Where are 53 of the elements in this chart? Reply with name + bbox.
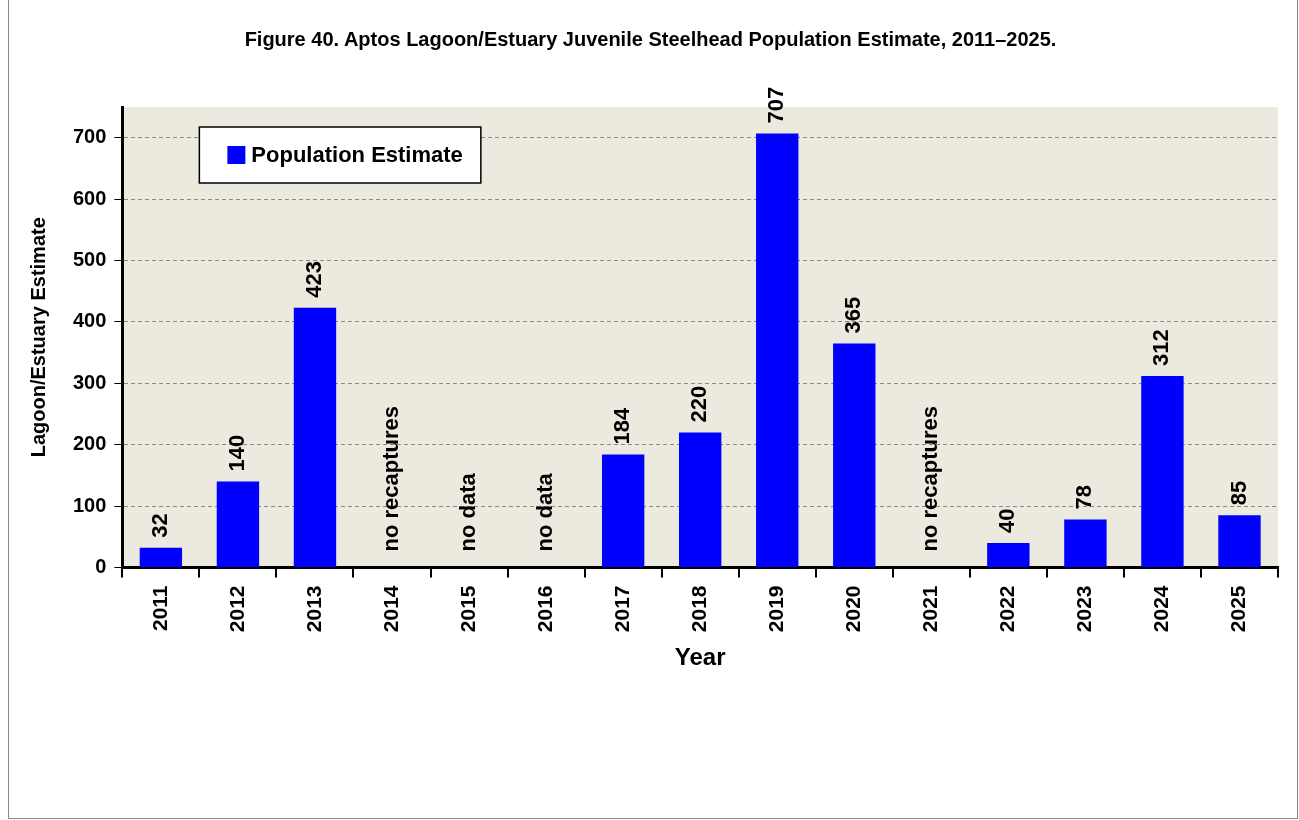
x-tick-label: 2020 <box>841 585 865 633</box>
data-label: 85 <box>1225 480 1251 506</box>
bar <box>1064 519 1107 567</box>
bar <box>601 454 645 567</box>
data-label: 140 <box>223 434 249 472</box>
data-label: 78 <box>1071 485 1097 510</box>
x-tick-label: 2021 <box>918 585 942 633</box>
text: no data <box>455 473 481 552</box>
x-tick-label: 2011 <box>147 585 171 632</box>
x-tick-label: 2017 <box>609 585 633 633</box>
data-label: 40 <box>994 508 1020 533</box>
bar <box>293 307 337 567</box>
x-tick-label: 2023 <box>1072 585 1096 633</box>
bar <box>216 481 260 567</box>
text: no recaptures <box>378 405 404 552</box>
text: no recaptures <box>917 405 943 552</box>
x-tick-label: 2012 <box>224 585 248 633</box>
bar <box>987 542 1030 567</box>
x-tick-label: 2025 <box>1226 585 1250 633</box>
x-tick-label: 2019 <box>764 585 788 633</box>
y-tick-label: 100 <box>72 493 107 516</box>
bar <box>139 547 183 567</box>
y-tick-label: 300 <box>72 370 107 393</box>
y-tick-label: 600 <box>72 186 107 209</box>
y-tick-label: 0 <box>95 555 107 577</box>
x-tick-label: 2014 <box>378 585 402 633</box>
legend-label: Population Estimate <box>251 142 463 168</box>
data-label: 312 <box>1148 329 1174 366</box>
x-axis-title: Year <box>674 643 726 671</box>
data-label: 220 <box>686 385 712 423</box>
x-tick-label: 2013 <box>301 585 325 633</box>
data-label: 423 <box>301 261 327 298</box>
x-tick-label: 2016 <box>532 585 556 633</box>
data-label: 707 <box>763 86 789 124</box>
x-tick-label: 2024 <box>1149 585 1173 633</box>
bar <box>679 432 722 567</box>
bar <box>833 343 876 567</box>
x-tick-label: 2022 <box>995 585 1019 633</box>
bar <box>1141 375 1184 567</box>
data-label: 184 <box>609 407 635 445</box>
y-tick-label: 200 <box>72 432 107 455</box>
chart-title: Figure 40. Aptos Lagoon/Estuary Juvenile Steelhead Population Estimate, 2011–2025. <box>244 27 1057 50</box>
y-tick-label: 700 <box>72 125 107 148</box>
x-tick-label: 2015 <box>455 585 479 633</box>
data-label: 365 <box>840 296 866 334</box>
bar <box>756 133 799 567</box>
x-tick-label: 2018 <box>686 585 710 633</box>
y-tick-label: 400 <box>72 309 107 332</box>
y-axis-title: Lagoon/Estuary Estimate <box>26 217 49 458</box>
text: no data <box>532 473 558 552</box>
data-label: 32 <box>146 513 172 538</box>
bar <box>1218 515 1261 567</box>
y-tick-label: 500 <box>72 248 107 271</box>
